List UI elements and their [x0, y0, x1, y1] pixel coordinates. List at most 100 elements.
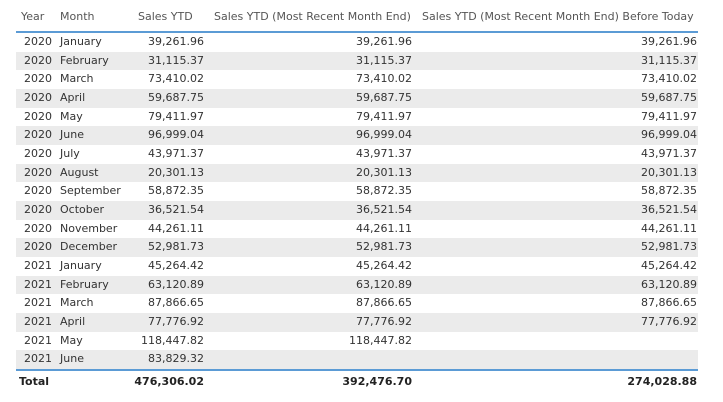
cell-year: 2021: [24, 333, 52, 347]
table-row[interactable]: 2020 March 73,410.02 73,410.02 73,410.02: [16, 70, 698, 89]
table-row[interactable]: 2021 January 45,264.42 45,264.42 45,264.42: [16, 257, 698, 276]
cell-sales-ytd-recent: 77,776.92: [356, 314, 412, 328]
cell-sales-ytd-recent: 96,999.04: [356, 128, 412, 142]
cell-year: 2021: [24, 314, 52, 328]
sales-table: Year Month Sales YTD Sales YTD (Most Rec…: [16, 0, 698, 393]
header-sales-ytd-recent[interactable]: Sales YTD (Most Recent Month End): [214, 10, 411, 23]
cell-sales-ytd-recent: 63,120.89: [356, 277, 412, 291]
cell-month: June: [60, 128, 84, 142]
cell-sales-ytd-recent: 39,261.96: [356, 35, 412, 48]
table-row[interactable]: 2020 January 39,261.96 39,261.96 39,261.96: [16, 33, 698, 52]
cell-sales-ytd: 44,261.11: [148, 221, 204, 235]
cell-year: 2021: [24, 296, 52, 310]
cell-sales-ytd-before-today: [412, 332, 697, 351]
cell-year: 2020: [24, 53, 52, 67]
total-sales-ytd-recent: 392,476.70: [342, 374, 412, 388]
cell-year: 2020: [24, 72, 52, 86]
cell-year: 2020: [24, 202, 52, 216]
cell-month: February: [60, 277, 109, 291]
cell-sales-ytd-before-today: [412, 350, 697, 369]
table-row[interactable]: 2021 March 87,866.65 87,866.65 87,866.65: [16, 294, 698, 313]
cell-year: 2020: [24, 109, 52, 123]
cell-month: April: [60, 90, 86, 104]
table-row[interactable]: 2021 June 83,829.32: [16, 350, 698, 369]
table-row[interactable]: 2020 April 59,687.75 59,687.75 59,687.75: [16, 88, 698, 108]
cell-sales-ytd-recent: 73,410.02: [356, 72, 412, 86]
cell-sales-ytd-before-today: 45,264.42: [641, 258, 697, 272]
cell-sales-ytd: 79,411.97: [148, 109, 204, 123]
cell-sales-ytd: 58,872.35: [148, 184, 204, 198]
cell-sales-ytd-before-today: 87,866.65: [641, 296, 697, 310]
header-sales-ytd[interactable]: Sales YTD: [138, 10, 193, 23]
cell-month: November: [60, 221, 118, 235]
cell-sales-ytd-before-today: 43,971.37: [641, 146, 697, 160]
table-body: 2020 January 39,261.96 39,261.96 39,261.96 20…: [16, 33, 698, 369]
cell-month: May: [60, 333, 83, 347]
table-row[interactable]: 2020 February 31,115.37 31,115.37 31,115.37: [16, 51, 698, 71]
cell-month: October: [60, 202, 105, 216]
cell-month: January: [60, 258, 102, 272]
cell-sales-ytd-recent: 31,115.37: [356, 53, 412, 67]
cell-sales-ytd: 118,447.82: [141, 333, 204, 347]
cell-sales-ytd-before-today: 73,410.02: [641, 72, 697, 86]
cell-sales-ytd: 77,776.92: [148, 314, 204, 328]
table-row[interactable]: 2020 August 20,301.13 20,301.13 20,301.13: [16, 163, 698, 183]
cell-sales-ytd: 39,261.96: [148, 35, 204, 48]
cell-sales-ytd-before-today: 31,115.37: [641, 53, 697, 67]
cell-sales-ytd-before-today: 63,120.89: [641, 277, 697, 291]
table-row[interactable]: 2020 June 96,999.04 96,999.04 96,999.04: [16, 126, 698, 145]
table-row[interactable]: 2020 December 52,981.73 52,981.73 52,981.73: [16, 238, 698, 257]
cell-sales-ytd: 63,120.89: [148, 277, 204, 291]
table-row[interactable]: 2020 May 79,411.97 79,411.97 79,411.97: [16, 108, 698, 127]
cell-month: May: [60, 109, 83, 123]
total-label: Total: [19, 374, 50, 388]
cell-month: June: [60, 352, 84, 366]
table-row[interactable]: 2020 July 43,971.37 43,971.37 43,971.37: [16, 145, 698, 164]
cell-sales-ytd-before-today: 36,521.54: [641, 202, 697, 216]
cell-month: September: [60, 184, 121, 198]
cell-month: January: [60, 35, 102, 48]
cell-year: 2021: [24, 258, 52, 272]
cell-sales-ytd-recent: 52,981.73: [356, 240, 412, 254]
table-row[interactable]: 2020 September 58,872.35 58,872.35 58,872.35: [16, 182, 698, 201]
cell-sales-ytd-before-today: 58,872.35: [641, 184, 697, 198]
cell-sales-ytd: 45,264.42: [148, 258, 204, 272]
header-year[interactable]: Year: [21, 10, 45, 23]
cell-month: April: [60, 314, 86, 328]
header-sales-ytd-before-today[interactable]: Sales YTD (Most Recent Month End) Before…: [422, 10, 694, 23]
cell-month: August: [60, 165, 99, 179]
total-spacer: [60, 371, 132, 393]
table-row[interactable]: 2021 May 118,447.82 118,447.82: [16, 332, 698, 351]
cell-sales-ytd-before-today: 52,981.73: [641, 240, 697, 254]
cell-sales-ytd: 96,999.04: [148, 128, 204, 142]
cell-month: December: [60, 240, 118, 254]
cell-sales-ytd-recent: 118,447.82: [349, 333, 412, 347]
cell-sales-ytd-recent: 45,264.42: [356, 258, 412, 272]
cell-sales-ytd: 83,829.32: [148, 352, 204, 366]
cell-sales-ytd-recent: 20,301.13: [356, 165, 412, 179]
cell-year: 2020: [24, 146, 52, 160]
cell-sales-ytd: 59,687.75: [148, 90, 204, 104]
total-row: Total 476,306.02 392,476.70 274,028.88: [16, 368, 698, 393]
table-row[interactable]: 2021 February 63,120.89 63,120.89 63,120.89: [16, 275, 698, 295]
cell-sales-ytd-before-today: 44,261.11: [641, 221, 697, 235]
cell-sales-ytd-before-today: 20,301.13: [641, 165, 697, 179]
cell-year: 2020: [24, 165, 52, 179]
table-header: Year Month Sales YTD Sales YTD (Most Rec…: [16, 0, 698, 33]
cell-sales-ytd: 87,866.65: [148, 296, 204, 310]
header-month[interactable]: Month: [60, 10, 95, 23]
cell-sales-ytd-recent: 36,521.54: [356, 202, 412, 216]
cell-year: 2021: [24, 277, 52, 291]
cell-sales-ytd-recent: 79,411.97: [356, 109, 412, 123]
cell-sales-ytd: 43,971.37: [148, 146, 204, 160]
cell-sales-ytd-before-today: 96,999.04: [641, 128, 697, 142]
cell-year: 2020: [24, 128, 52, 142]
table-row[interactable]: 2020 November 44,261.11 44,261.11 44,261.11: [16, 220, 698, 239]
cell-sales-ytd-before-today: 79,411.97: [641, 109, 697, 123]
table-row[interactable]: 2020 October 36,521.54 36,521.54 36,521.54: [16, 200, 698, 220]
cell-sales-ytd: 31,115.37: [148, 53, 204, 67]
cell-sales-ytd: 36,521.54: [148, 202, 204, 216]
cell-sales-ytd: 20,301.13: [148, 165, 204, 179]
table-row[interactable]: 2021 April 77,776.92 77,776.92 77,776.92: [16, 312, 698, 332]
cell-month: July: [60, 146, 80, 160]
